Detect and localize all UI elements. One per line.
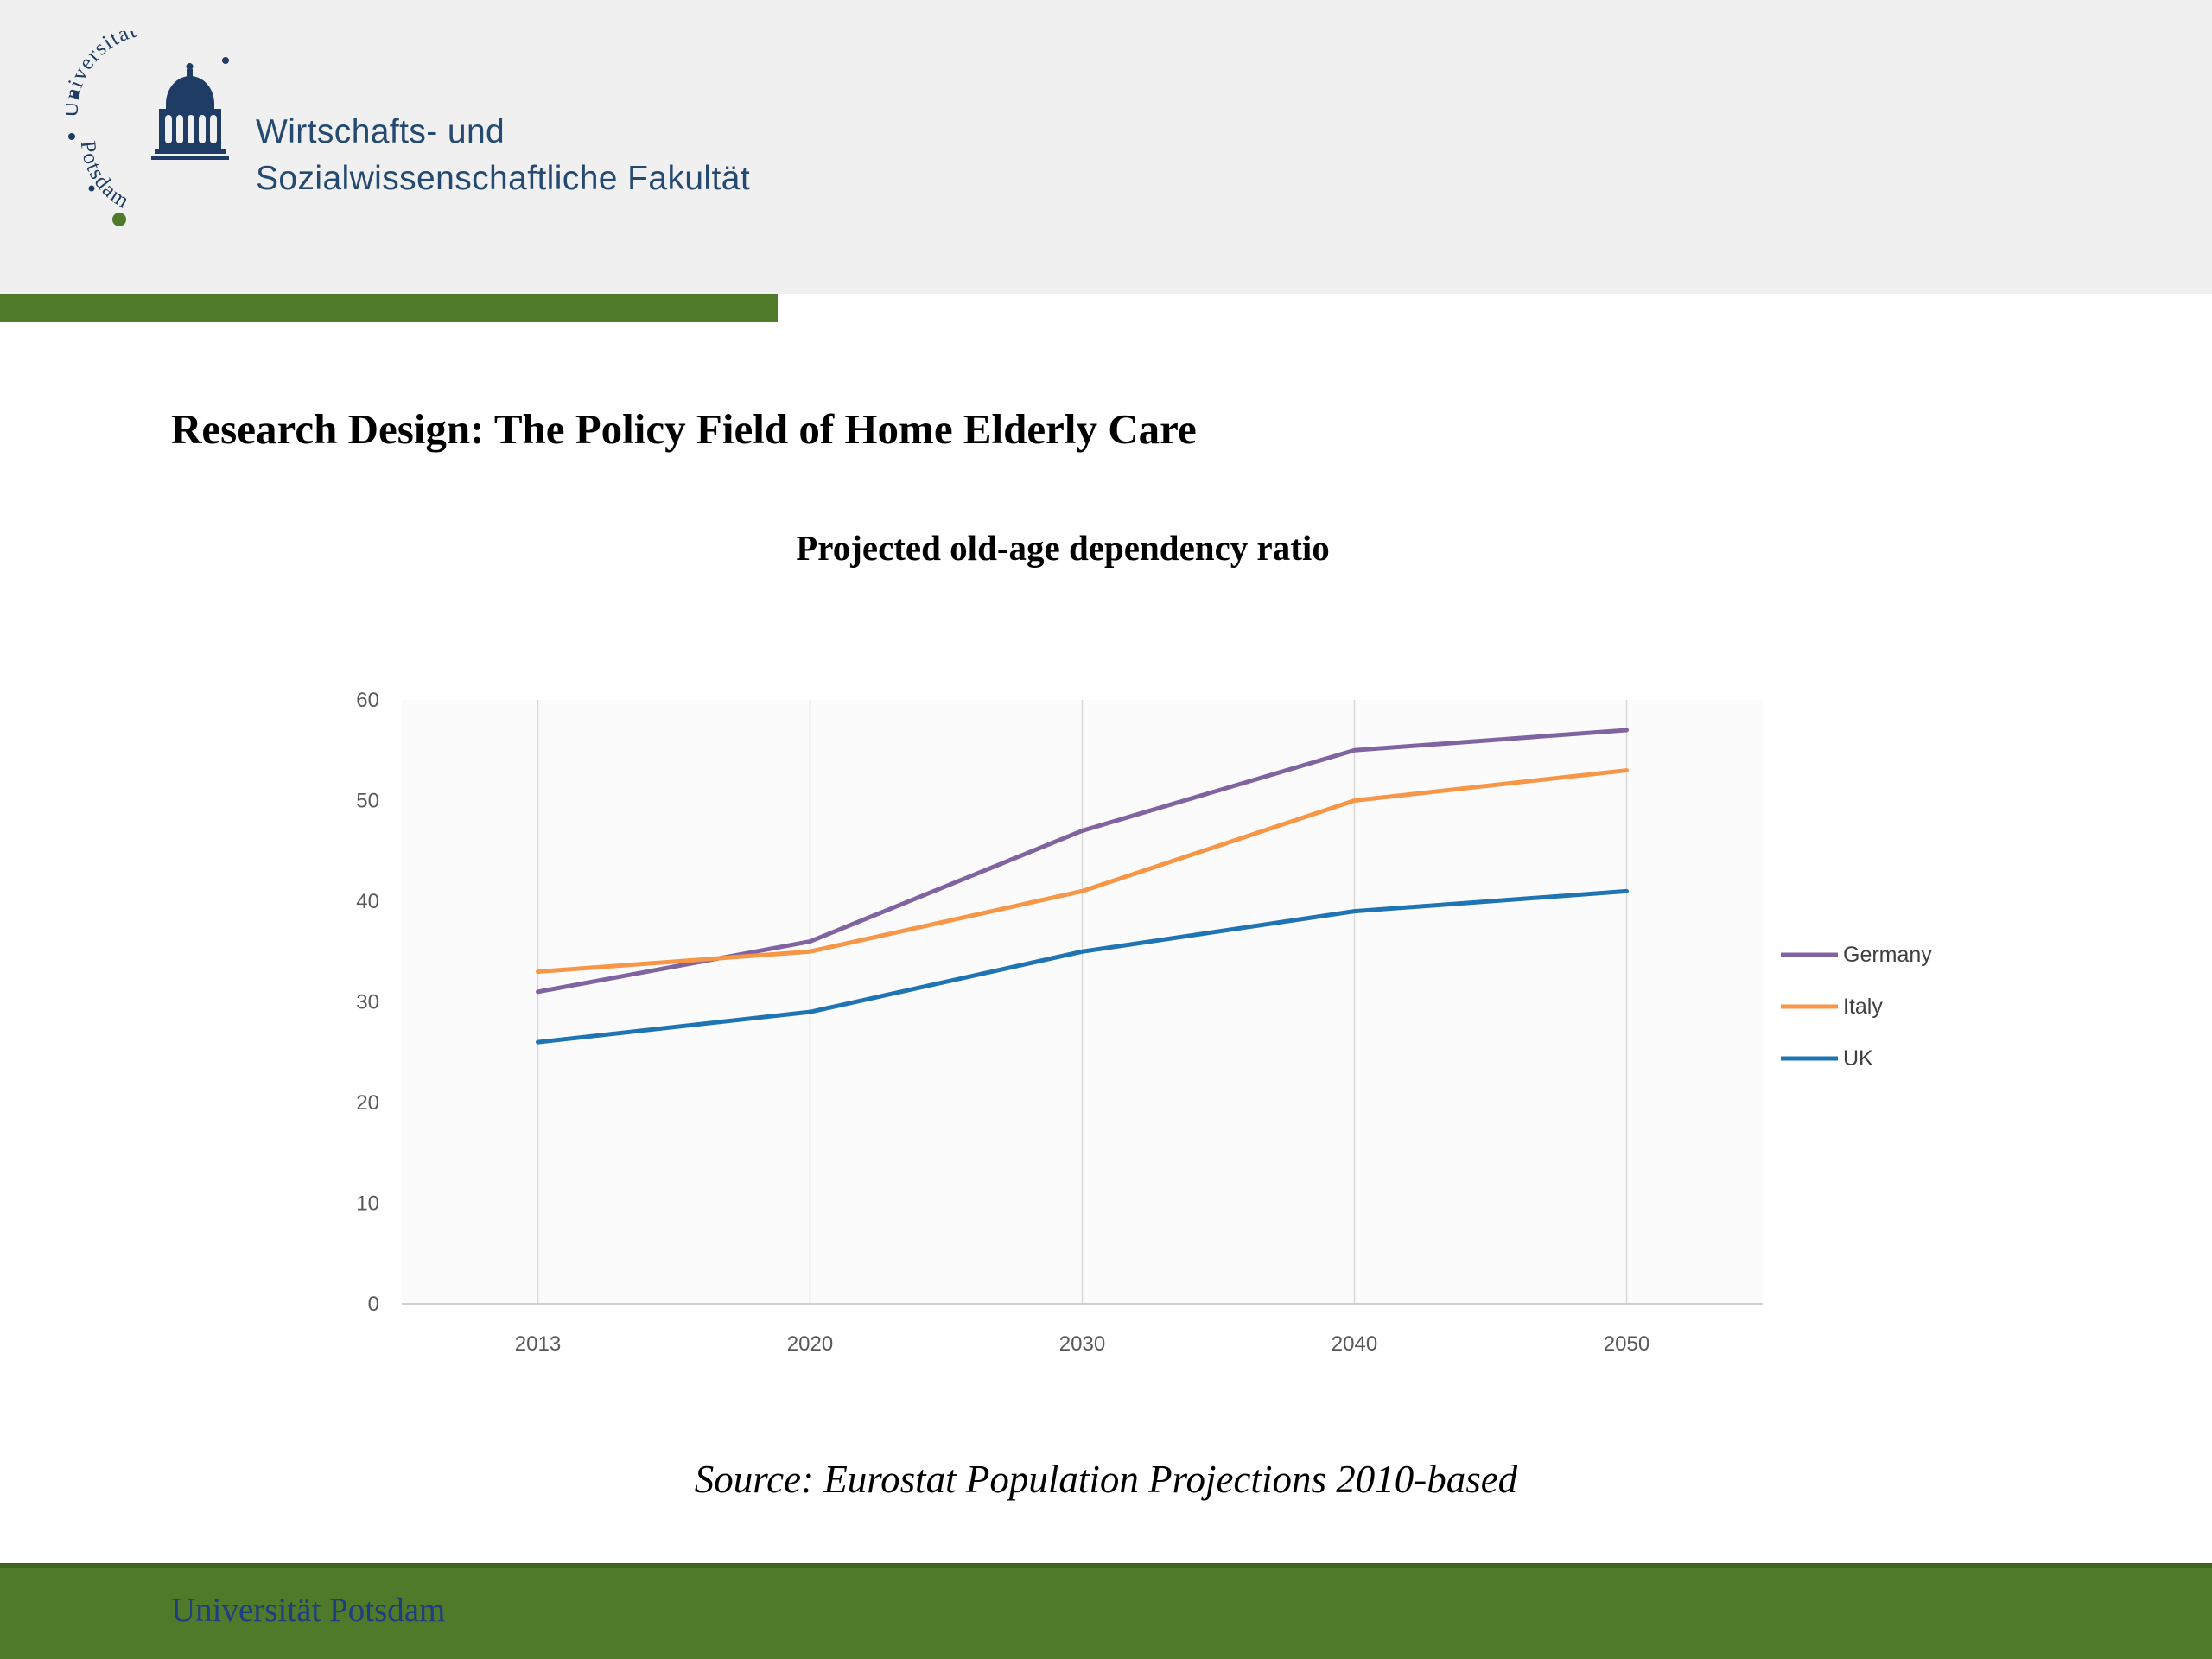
logo-building-icon (151, 63, 229, 160)
y-tick-label: 50 (356, 790, 379, 813)
y-tick-label: 10 (356, 1192, 379, 1216)
y-tick-label: 40 (356, 890, 379, 913)
legend-label-germany: Germany (1843, 943, 1932, 967)
logo-arc-text-potsdam: Potsdam (76, 139, 134, 213)
series-line-uk (536, 888, 1629, 1045)
y-tick-label: 20 (356, 1091, 379, 1115)
x-tick-label: 2020 (787, 1332, 833, 1356)
logo-green-dot (112, 213, 126, 226)
university-potsdam-logo: Universität Potsdam (66, 31, 229, 226)
x-tick-label: 2050 (1604, 1332, 1649, 1356)
x-tick-label: 2030 (1059, 1332, 1105, 1356)
faculty-line-1: Wirtschafts- und (256, 113, 505, 150)
y-tick-label: 60 (356, 689, 379, 712)
logo-dots (68, 57, 229, 226)
y-tick-label: 0 (368, 1293, 379, 1316)
header-band: Universität Potsdam Wirtschafts- u (0, 0, 2212, 294)
y-tick-label: 30 (356, 991, 379, 1014)
faculty-line-2: Sozialwissenschaftliche Fakultät (256, 160, 751, 197)
footer-band: Universität Potsdam (0, 1563, 2212, 1659)
legend-label-uk: UK (1843, 1046, 1873, 1071)
footer-university-name: Universität Potsdam (171, 1592, 446, 1629)
slide-title: Research Design: The Policy Field of Hom… (171, 405, 1197, 453)
logo-arc-text-universitaet: Universität (66, 31, 140, 118)
x-tick-label: 2013 (515, 1332, 561, 1356)
source-caption: Source: Eurostat Population Projections … (694, 1458, 1518, 1501)
chart-title: Projected old-age dependency ratio (796, 528, 1330, 568)
series-line-italy (536, 768, 1629, 975)
faculty-name: Wirtschafts- und Sozialwissenschaftliche… (256, 109, 750, 202)
header-accent-bar (0, 294, 778, 322)
legend-label-italy: Italy (1843, 995, 1883, 1019)
x-tick-label: 2040 (1332, 1332, 1377, 1356)
